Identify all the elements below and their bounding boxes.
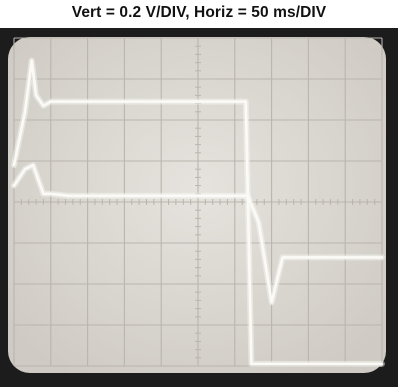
- trace-line-2: [12, 163, 384, 304]
- figure-caption: Vert = 0.2 V/DIV, Horiz = 50 ms/DIV: [71, 4, 327, 21]
- scope-screen: [8, 37, 386, 373]
- oscilloscope-display: [0, 28, 398, 387]
- scope-traces: [11, 57, 385, 367]
- trace-line-1: [12, 59, 384, 366]
- scope-graticule: [13, 37, 383, 367]
